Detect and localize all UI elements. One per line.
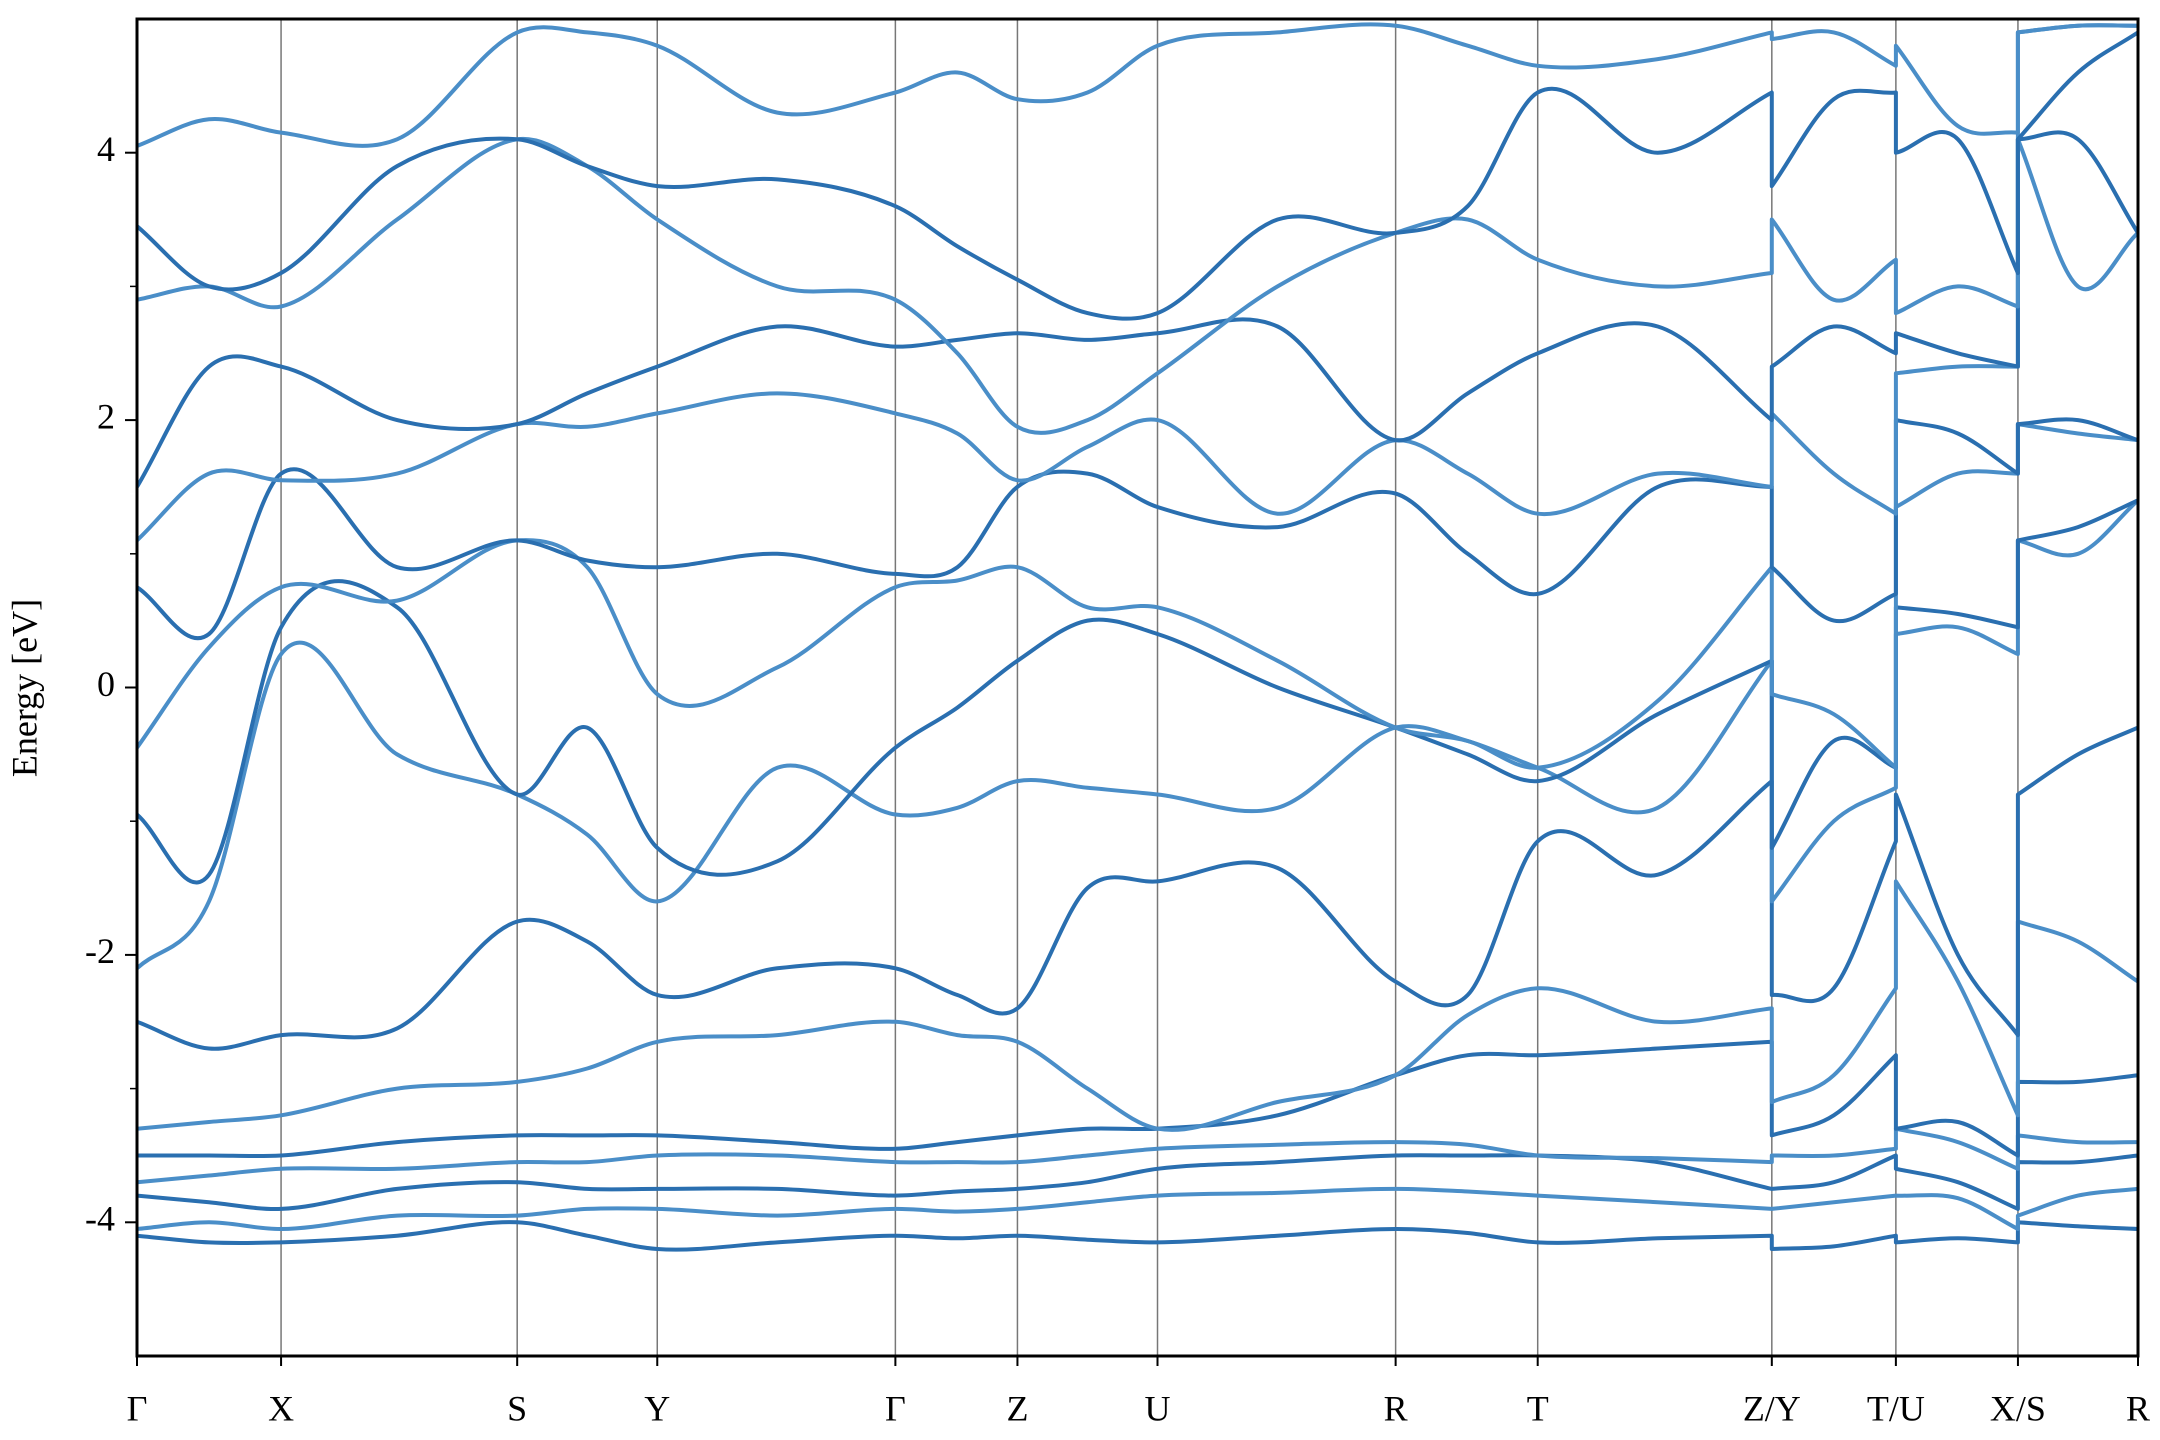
x-tick-label: T	[1527, 1388, 1549, 1428]
x-tick-label: X/S	[1990, 1388, 2046, 1428]
band-line	[137, 1220, 2138, 1252]
band-line	[137, 30, 2138, 321]
band-line	[137, 22, 2138, 148]
y-tick-label: 2	[97, 396, 115, 436]
band-line	[137, 1126, 2138, 1185]
x-tick-label: Γ	[127, 1388, 148, 1428]
x-tick-label: Γ	[885, 1388, 906, 1428]
x-tick-label: T/U	[1867, 1388, 1925, 1428]
band-line	[137, 498, 2138, 970]
band-line	[137, 1186, 2138, 1232]
plot-frame	[135, 17, 2140, 1358]
band-line	[137, 725, 2138, 1051]
x-tick-label: X	[268, 1388, 294, 1428]
band-line	[137, 1153, 2138, 1212]
axes: Γ X S Y Γ Z U R T Z/Y T/U X/S R -4 -2 0 2 4	[85, 17, 2150, 1428]
x-tick-label: R	[1384, 1388, 1408, 1428]
y-tick-label: 4	[97, 129, 115, 169]
y-axis-label: Energy [eV]	[4, 599, 44, 777]
band-line	[137, 137, 2138, 542]
x-tick-label: U	[1145, 1388, 1171, 1428]
band-line	[137, 498, 2138, 885]
band-line	[137, 879, 2138, 1132]
x-tick-label: S	[507, 1388, 527, 1428]
band-line	[137, 130, 2138, 488]
band-line	[137, 1039, 2138, 1159]
band-line	[137, 422, 2138, 770]
y-tick-label: -4	[85, 1199, 115, 1239]
band-line	[137, 23, 2138, 435]
band-line	[137, 417, 2138, 641]
y-tick-label: 0	[97, 664, 115, 704]
y-tick-label: -2	[85, 931, 115, 971]
x-tick-label: Z/Y	[1743, 1388, 1801, 1428]
x-tick-label: Z	[1006, 1388, 1028, 1428]
x-tick-label: Y	[644, 1388, 670, 1428]
bands	[137, 22, 2138, 1252]
x-tick-label: R	[2126, 1388, 2150, 1428]
